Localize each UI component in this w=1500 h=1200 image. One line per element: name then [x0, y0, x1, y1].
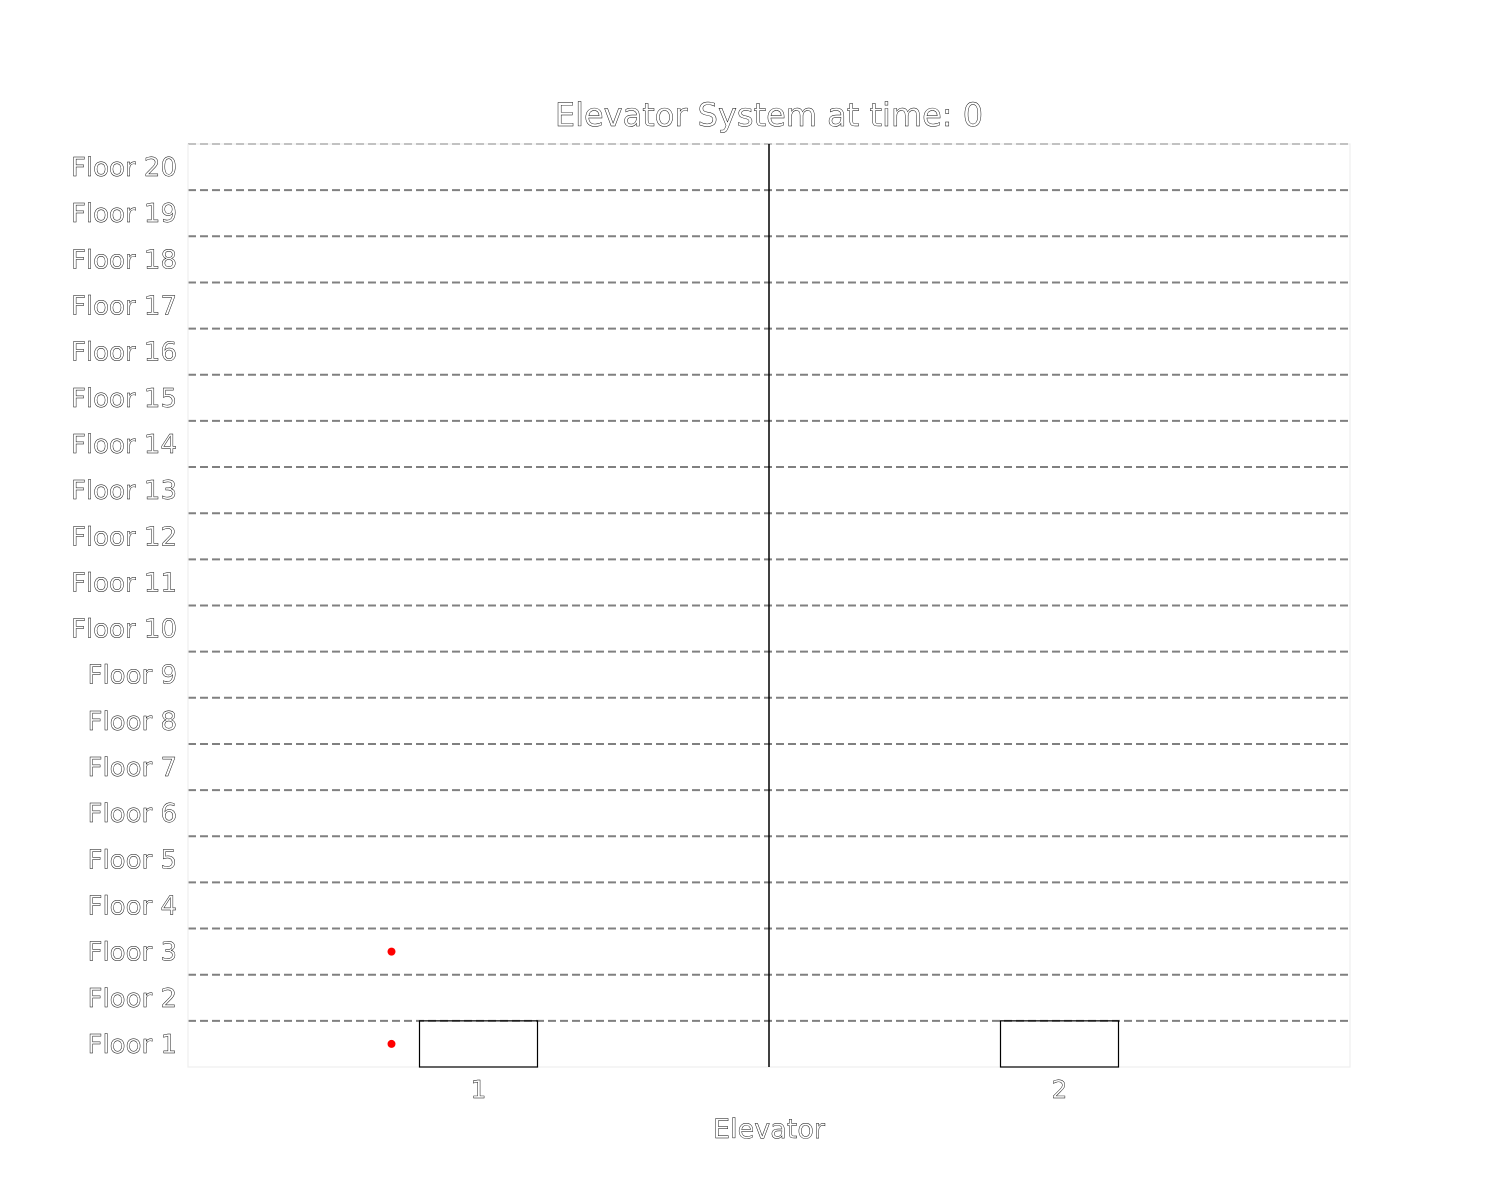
y-tick-label: Floor 20	[71, 153, 177, 183]
chart-title: Elevator System at time: 0	[555, 96, 983, 134]
elevator-car-2	[999, 1020, 1120, 1068]
x-axis-label: Elevator	[713, 1114, 826, 1145]
passenger-dot	[387, 947, 396, 956]
y-tick-label: Floor 9	[88, 661, 178, 691]
y-tick-label: Floor 19	[71, 199, 177, 229]
passenger-dot	[387, 1039, 396, 1048]
waiting-passengers	[387, 947, 396, 1048]
y-tick-label: Floor 12	[71, 522, 177, 552]
y-tick-label: Floor 6	[88, 799, 178, 829]
elevator-cars	[418, 1020, 1120, 1068]
y-tick-label: Floor 16	[71, 338, 177, 368]
y-tick-label: Floor 8	[88, 707, 178, 737]
elevator-shafts	[187, 143, 1351, 1068]
y-tick-label: Floor 11	[71, 568, 177, 598]
y-tick-label: Floor 5	[88, 845, 178, 875]
y-tick-label: Floor 10	[71, 615, 177, 645]
y-tick-label: Floor 18	[71, 245, 177, 275]
y-tick-label: Floor 17	[71, 292, 177, 322]
y-tick-label: Floor 15	[71, 384, 177, 414]
y-tick-label: Floor 4	[88, 891, 178, 921]
y-tick-label: Floor 2	[88, 984, 178, 1014]
y-tick-label: Floor 14	[71, 430, 177, 460]
x-tick-label: 2	[1052, 1075, 1068, 1104]
y-tick-label: Floor 13	[71, 476, 177, 506]
y-tick-labels: Floor 1 Floor 2 Floor 3 Floor 4 Floor 5 Floor…	[71, 153, 177, 1060]
y-tick-label: Floor 3	[88, 938, 178, 968]
elevator-car-1	[418, 1020, 539, 1068]
y-tick-label: Floor 1	[88, 1030, 178, 1060]
x-tick-label: 1	[471, 1075, 487, 1104]
y-tick-label: Floor 7	[88, 753, 178, 783]
